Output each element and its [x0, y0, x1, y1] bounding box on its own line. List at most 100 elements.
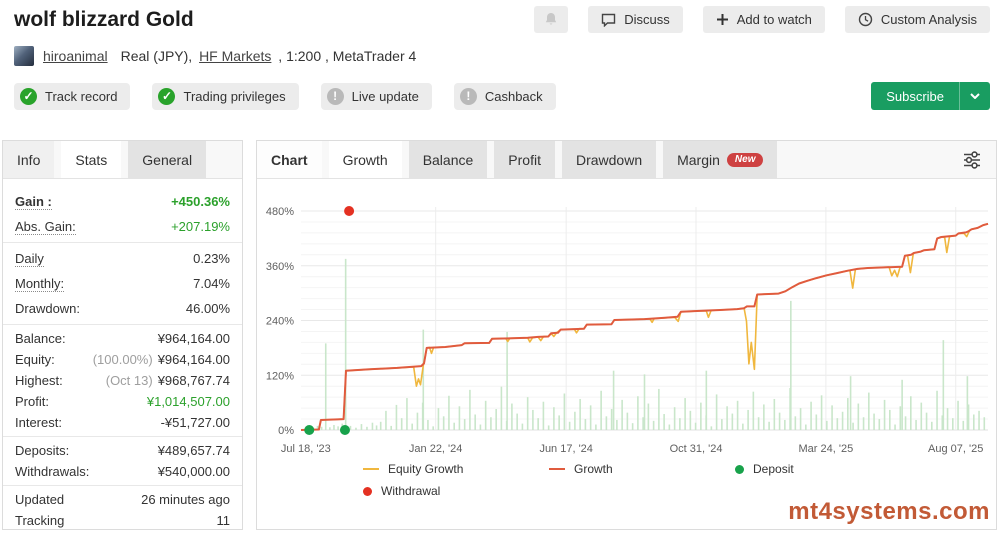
legend-line-swatch [549, 468, 565, 470]
stat-row-tracking: Tracking 11 [3, 510, 242, 531]
stat-row-absgain: Abs. Gain: +207.19% [3, 214, 242, 239]
stat-row-highest: Highest: (Oct 13) ¥968,767.74 [3, 370, 242, 391]
stat-label[interactable]: Monthly: [15, 275, 65, 292]
stat-row-deposits: Deposits: ¥489,657.74 [3, 440, 242, 461]
stat-row-drawdown: Drawdown: 46.00% [3, 296, 242, 321]
avatar [14, 46, 34, 66]
x-axis-label: Jan 22, '24 [409, 443, 462, 455]
broker-link[interactable]: HF Markets [199, 48, 272, 64]
x-axis-label: Oct 31, '24 [670, 443, 723, 455]
stat-row-equity: Equity: (100.00%) ¥964,164.00 [3, 349, 242, 370]
y-axis-label: 480% [266, 206, 294, 218]
header-actions: Discuss Add to watch Custom Analysis [534, 6, 990, 33]
tab-general[interactable]: General [128, 141, 207, 178]
stats-group: Deposits: ¥489,657.74 Withdrawals: ¥540,000… [3, 436, 242, 485]
x-axis-label: Jun 17, '24 [539, 443, 592, 455]
stat-row-profit: Profit: ¥1,014,507.00 [3, 391, 242, 412]
stats-group: Balance: ¥964,164.00 Equity: (100.00%) ¥964,… [3, 324, 242, 436]
chart-panel: Chart Growth Balance Profit Drawdown Margin Ne… [256, 140, 997, 530]
tab-stats[interactable]: Stats [61, 141, 122, 178]
stats-group: Gain : +450.36% Abs. Gain: +207.19% [3, 186, 242, 242]
x-axis-label: Jul 18, '23 [281, 443, 331, 455]
page-title: wolf blizzard Gold [14, 8, 194, 31]
growth-chart: 0% 120% 240% 360% 480% Jul 18, '23 Jan 22, '24… [266, 206, 989, 455]
chart-tab-chart[interactable]: Chart [257, 141, 322, 178]
stat-value: ¥489,657.74 [157, 443, 230, 458]
stat-value: 0.23% [193, 251, 230, 266]
x-axis-label: Mar 24, '25 [799, 443, 854, 455]
subscribe-button[interactable]: Subscribe [871, 82, 990, 110]
stat-value: ¥1,014,507.00 [146, 394, 230, 409]
chart-tab-profit[interactable]: Profit [494, 141, 555, 178]
custom-analysis-button[interactable]: Custom Analysis [844, 6, 990, 33]
check-icon: ✓ [158, 87, 176, 105]
page-header: wolf blizzard Gold Discuss Add to watch [0, 0, 1000, 110]
bell-icon [544, 12, 558, 27]
check-icon: ✓ [20, 87, 37, 105]
stat-label: Deposits: [15, 443, 70, 458]
account-info: Real (JPY), HF Markets , 1:200 , MetaTra… [120, 48, 417, 64]
legend-dot-swatch [735, 464, 744, 474]
chart-tab-margin[interactable]: Margin New [663, 141, 778, 178]
stats-panel-tabs: Info Stats General [3, 141, 242, 179]
exclamation-icon: ! [326, 87, 344, 105]
stats-table: Gain : +450.36% Abs. Gain: +207.19% Daily 0.2… [3, 179, 242, 534]
discuss-icon [601, 13, 616, 27]
stat-value: -¥51,727.00 [160, 415, 230, 430]
chart-legend: Equity Growth Growth Deposit Withdrawal [363, 462, 996, 498]
stat-value: 26 minutes ago [141, 492, 230, 507]
legend-equity-growth[interactable]: Equity Growth [363, 462, 549, 476]
stat-value: 46.00% [185, 301, 230, 316]
chevron-down-icon[interactable] [959, 82, 990, 110]
add-to-watch-button[interactable]: Add to watch [702, 6, 825, 33]
legend-dot-swatch [363, 486, 372, 496]
stat-row-monthly: Monthly: 7.04% [3, 271, 242, 296]
username-link[interactable]: hiroanimal [43, 48, 108, 64]
stat-row-balance: Balance: ¥964,164.00 [3, 328, 242, 349]
stat-label: Updated [15, 492, 65, 507]
stat-value: +450.36% [171, 194, 230, 209]
legend-deposit[interactable]: Deposit [735, 462, 921, 476]
chart-tab-balance[interactable]: Balance [408, 141, 488, 178]
stat-row-gain: Gain : +450.36% [3, 189, 242, 214]
clock-icon [858, 12, 873, 27]
stat-label: Balance: [15, 331, 66, 346]
stat-label[interactable]: Daily [15, 250, 44, 267]
discuss-button[interactable]: Discuss [588, 6, 683, 33]
deposit-marker [304, 425, 315, 435]
stat-row-interest: Interest: -¥51,727.00 [3, 412, 242, 433]
legend-line-swatch [363, 468, 379, 470]
watermark: mt4systems.com [788, 498, 990, 525]
badge-track-record: ✓ Track record [14, 82, 131, 110]
notifications-button[interactable] [534, 6, 569, 33]
tab-info[interactable]: Info [3, 141, 55, 178]
x-axis-label: Aug 07, '25 [928, 443, 983, 455]
stat-label: Interest: [15, 415, 62, 430]
chart-tab-drawdown[interactable]: Drawdown [561, 141, 657, 178]
y-axis-label: 120% [266, 370, 294, 382]
stat-value: (100.00%) ¥964,164.00 [92, 352, 230, 367]
stat-label: Drawdown: [15, 301, 81, 316]
stat-label: Highest: [15, 373, 63, 388]
chart-tab-growth[interactable]: Growth [328, 141, 402, 178]
stats-group: Updated 26 minutes ago Tracking 11 [3, 485, 242, 534]
stat-row-withdrawals: Withdrawals: ¥540,000.00 [3, 461, 242, 482]
badge-live-update: ! Live update [320, 82, 432, 110]
stat-value: 7.04% [193, 276, 230, 291]
stat-label: Equity: [15, 352, 55, 367]
chart-settings-icon[interactable] [961, 149, 983, 171]
stat-row-daily: Daily 0.23% [3, 246, 242, 271]
stat-value: ¥540,000.00 [157, 464, 230, 479]
stats-group: Daily 0.23% Monthly: 7.04% Drawdown: 46.00% [3, 242, 242, 324]
growth-line [300, 222, 989, 431]
stat-label[interactable]: Abs. Gain: [15, 218, 76, 235]
chart-panel-tabs: Chart Growth Balance Profit Drawdown Margin Ne… [257, 141, 996, 179]
stat-label[interactable]: Gain : [15, 193, 52, 210]
legend-growth[interactable]: Growth [549, 462, 735, 476]
legend-withdrawal[interactable]: Withdrawal [363, 484, 549, 498]
badge-trading-privileges: ✓ Trading privileges [152, 82, 299, 110]
main-content: Info Stats General Gain : +450.36% Abs. Gain… [0, 140, 1000, 530]
stat-value: (Oct 13) ¥968,767.74 [105, 373, 230, 388]
exclamation-icon: ! [459, 87, 477, 105]
badge-cashback: ! Cashback [453, 82, 556, 110]
